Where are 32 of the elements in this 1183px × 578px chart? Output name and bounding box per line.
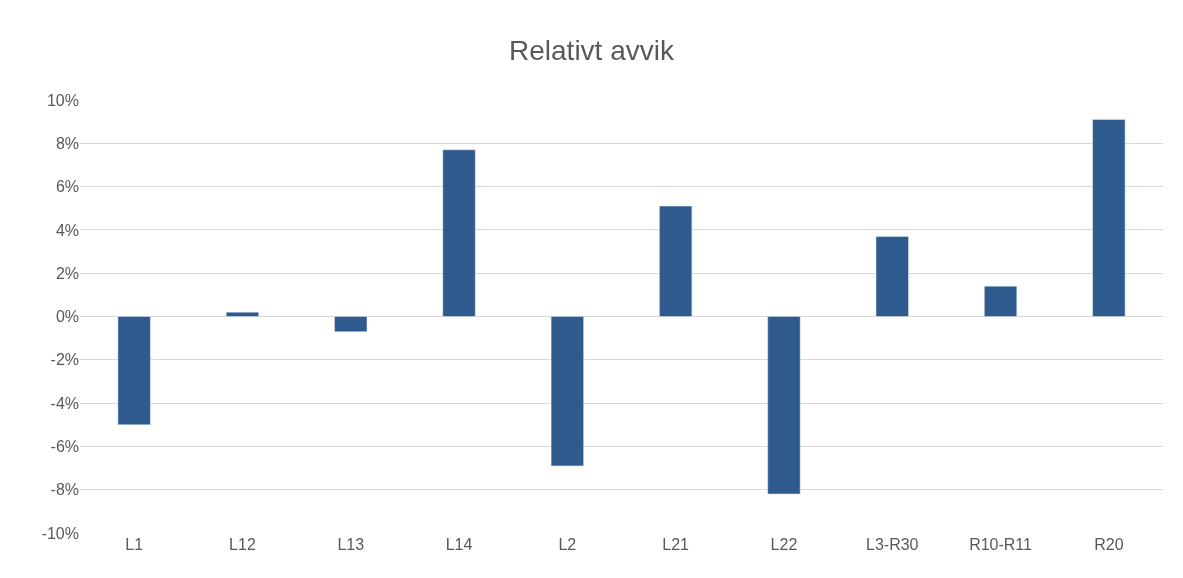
bar	[1092, 119, 1126, 317]
x-tick-label: L21	[662, 536, 690, 553]
x-tick-label: L14	[445, 536, 473, 553]
x-tick-label: L22	[770, 536, 798, 553]
chart-title: Relativt avvik	[509, 35, 675, 67]
y-tick-label: 10%	[46, 91, 79, 109]
y-tick-label: -2%	[50, 351, 79, 369]
bar	[659, 205, 693, 317]
y-tick-label: 2%	[55, 264, 79, 282]
x-tick-label: L12	[229, 536, 256, 553]
bar	[117, 316, 151, 425]
x-tick-label: L3-R30	[866, 536, 919, 553]
x-tick-label: L1	[125, 536, 144, 553]
y-tick-label: 6%	[55, 178, 79, 196]
bar	[875, 236, 909, 317]
bar	[550, 316, 584, 467]
x-tick-label: R10-R11	[969, 536, 1033, 553]
bar	[984, 285, 1018, 317]
bar	[442, 149, 476, 317]
x-tick-label: R20	[1094, 536, 1124, 553]
y-tick-label: -4%	[50, 394, 79, 412]
y-tick-label: 4%	[55, 221, 79, 239]
y-tick-label: 8%	[55, 134, 79, 152]
bar	[334, 316, 368, 332]
y-tick-label: -6%	[50, 438, 79, 455]
y-tick-label: -10%	[41, 524, 79, 542]
y-tick-label: 0%	[55, 308, 79, 326]
y-tick-label: -8%	[50, 481, 79, 499]
bar	[225, 311, 259, 317]
x-tick-label: L2	[558, 536, 577, 553]
bar	[767, 316, 801, 495]
x-tick-label: L13	[337, 536, 365, 553]
